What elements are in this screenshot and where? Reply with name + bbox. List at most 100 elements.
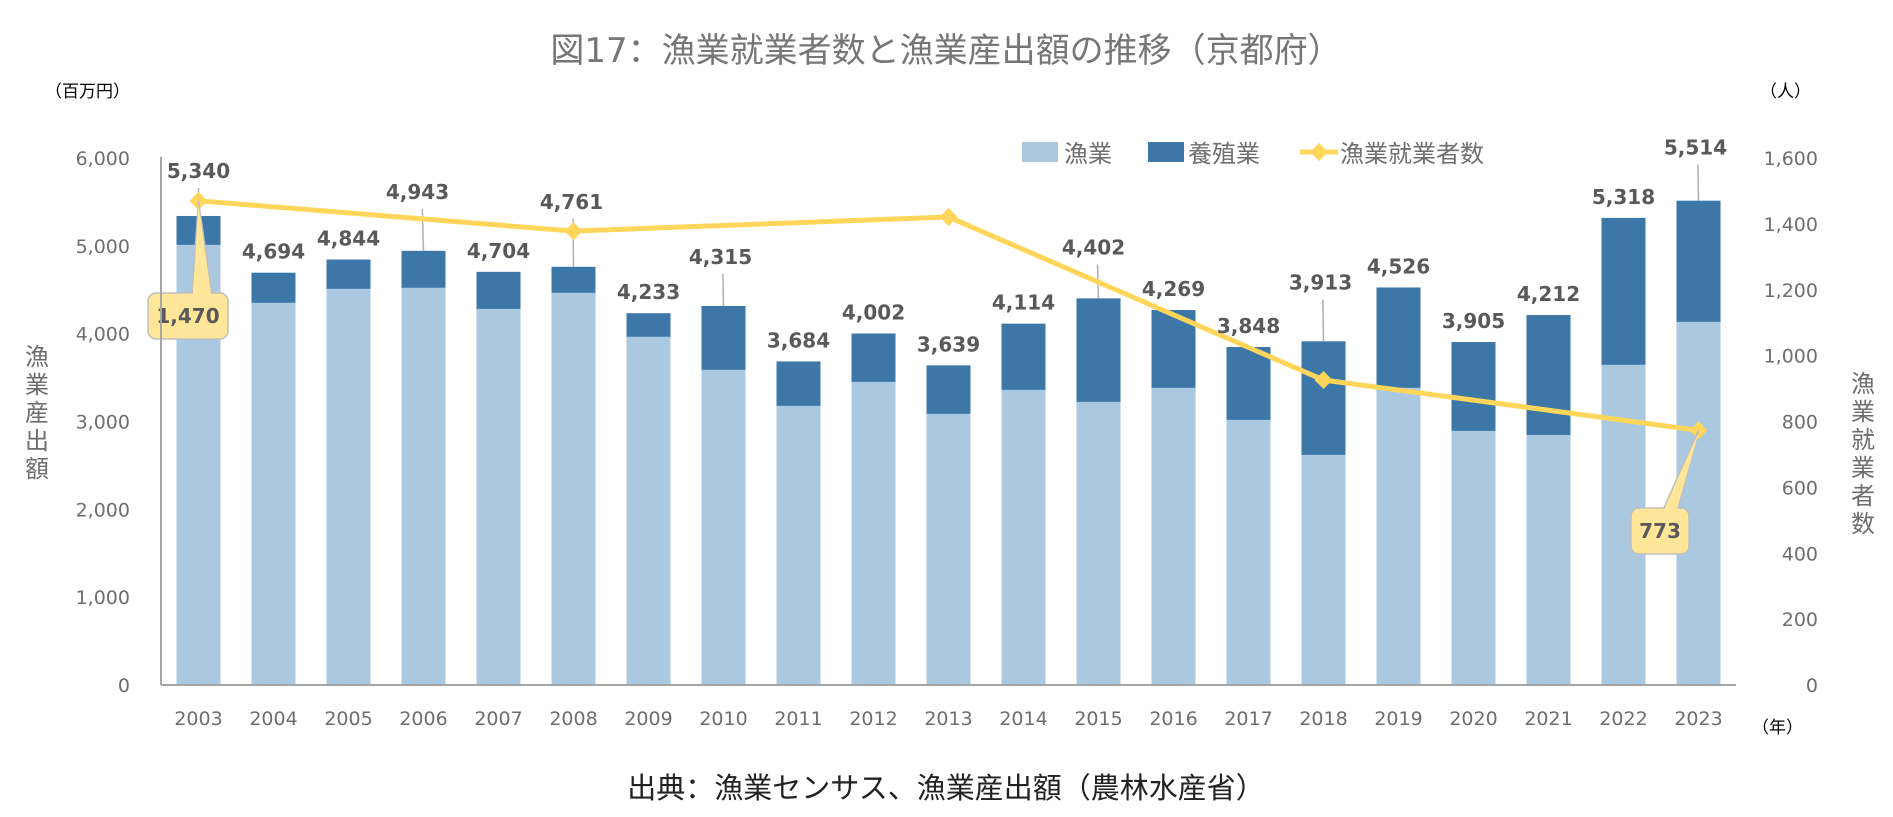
- right-tick-label: 1,600: [1764, 148, 1818, 170]
- axis-title-char: 者: [1851, 482, 1875, 510]
- bar-yoshoku-2013: [926, 365, 971, 414]
- x-tick-label: 2014: [999, 708, 1047, 730]
- right-tick-label: 600: [1782, 477, 1818, 499]
- bar-yoshoku-2005: [326, 259, 371, 289]
- total-label-2016: 4,269: [1142, 277, 1205, 301]
- x-tick-label: 2011: [774, 708, 822, 730]
- chart-title: 図17：漁業就業者数と漁業産出額の推移（京都府）: [550, 31, 1341, 71]
- bar-gyogyo-2014: [1001, 389, 1046, 685]
- bar-gyogyo-2017: [1226, 419, 1271, 685]
- x-tick-label: 2004: [249, 708, 297, 730]
- callout-pointer-fill: [193, 203, 211, 296]
- total-label-2015: 4,402: [1062, 235, 1125, 259]
- bar-gyogyo-2004: [251, 302, 296, 685]
- axis-title-char: 漁: [25, 343, 49, 371]
- callout-label: 773: [1639, 519, 1681, 543]
- source-note: 出典：漁業センサス、漁業産出額（農林水産省）: [627, 771, 1264, 805]
- bar-yoshoku-2014: [1001, 323, 1046, 390]
- x-tick-label: 2022: [1599, 708, 1647, 730]
- right-tick-label: 800: [1782, 412, 1818, 434]
- total-label-2021: 4,212: [1517, 282, 1580, 306]
- axis-title-char: 就: [1851, 426, 1875, 454]
- bar-gyogyo-2020: [1451, 430, 1496, 685]
- bar-gyogyo-2011: [776, 405, 821, 685]
- bar-yoshoku-2020: [1451, 342, 1496, 431]
- bar-yoshoku-2011: [776, 361, 821, 406]
- axis-title-char: 出: [25, 427, 49, 455]
- callout-label: 1,470: [156, 304, 219, 328]
- x-tick-label: 2015: [1074, 708, 1122, 730]
- bar-gyogyo-2015: [1076, 401, 1121, 685]
- x-tick-label: 2016: [1149, 708, 1197, 730]
- total-label-2003: 5,340: [167, 159, 230, 183]
- total-label-2007: 4,704: [467, 239, 530, 263]
- total-label-2014: 4,114: [992, 291, 1055, 315]
- bar-gyogyo-2008: [551, 292, 596, 685]
- bar-yoshoku-2007: [476, 271, 521, 309]
- total-label-2011: 3,684: [767, 328, 830, 352]
- total-label-2019: 4,526: [1367, 254, 1430, 278]
- bar-yoshoku-2015: [1076, 298, 1121, 402]
- bar-yoshoku-2008: [551, 266, 596, 293]
- x-tick-label: 2010: [699, 708, 747, 730]
- total-label-2018: 3,913: [1289, 270, 1352, 294]
- total-label-2017: 3,848: [1217, 314, 1280, 338]
- bar-yoshoku-2004: [251, 272, 296, 303]
- legend-label-yoshoku: 養殖業: [1188, 140, 1260, 168]
- axis-title-char: 額: [25, 455, 49, 483]
- left-axis-unit: （百万円）: [45, 82, 130, 102]
- total-label-2008: 4,761: [540, 190, 603, 214]
- left-axis-title: 漁業産出額: [25, 343, 49, 483]
- callout-box: [1630, 507, 1690, 555]
- bar-gyogyo-2018: [1301, 454, 1346, 685]
- legend: 漁業 養殖業 漁業就業者数: [1022, 140, 1484, 168]
- right-tick-label: 0: [1806, 675, 1818, 697]
- x-tick-label: 2018: [1299, 708, 1347, 730]
- total-label-2022: 5,318: [1592, 185, 1655, 209]
- axis-title-char: 業: [1851, 454, 1875, 482]
- axis-title-char: 数: [1851, 510, 1875, 538]
- legend-swatch-gyogyo: [1022, 142, 1058, 162]
- total-label-2009: 4,233: [617, 280, 680, 304]
- bar-yoshoku-2012: [851, 333, 896, 382]
- total-label-2010: 4,315: [689, 245, 752, 269]
- left-tick-label: 3,000: [76, 412, 130, 434]
- total-label-2023: 5,514: [1664, 136, 1727, 160]
- total-label-2013: 3,639: [917, 332, 980, 356]
- left-tick-label: 4,000: [76, 324, 130, 346]
- legend-swatch-yoshoku: [1148, 142, 1184, 162]
- callout-2023: 773: [1630, 430, 1700, 555]
- x-tick-label: 2006: [399, 708, 447, 730]
- bar-yoshoku-2023: [1676, 200, 1721, 322]
- callout-box: [147, 292, 229, 340]
- bar-yoshoku-2021: [1526, 315, 1571, 435]
- x-tick-label: 2019: [1374, 708, 1422, 730]
- bars: [176, 200, 1721, 685]
- bar-gyogyo-2009: [626, 336, 671, 685]
- bar-gyogyo-2007: [476, 308, 521, 685]
- axis-title-char: 産: [25, 399, 49, 427]
- bar-yoshoku-2019: [1376, 287, 1421, 388]
- bar-gyogyo-2021: [1526, 434, 1571, 685]
- left-tick-label: 2,000: [76, 499, 130, 521]
- x-axis-unit: （年）: [1752, 718, 1803, 738]
- callouts: 1,470 773: [147, 200, 1700, 555]
- total-label-2006: 4,943: [386, 180, 449, 204]
- callout-pointer-fill: [1663, 433, 1699, 511]
- employee-marker-2018: [1314, 370, 1333, 389]
- right-axis-ticks: 0 200 400 600 800 1,000 1,200 1,400 1,600: [1764, 148, 1818, 697]
- callout-2003: 1,470: [147, 200, 229, 340]
- leader-line: [421, 208, 425, 251]
- x-tick-label: 2007: [474, 708, 522, 730]
- x-tick-label: 2003: [174, 708, 222, 730]
- x-tick-label: 2020: [1449, 708, 1497, 730]
- total-label-2020: 3,905: [1442, 309, 1505, 333]
- x-tick-label: 2017: [1224, 708, 1272, 730]
- leader-line: [1322, 299, 1325, 342]
- x-tick-label: 2008: [549, 708, 597, 730]
- bar-yoshoku-2009: [626, 313, 671, 337]
- leader-line: [1697, 164, 1700, 201]
- x-axis-ticks: 2003 2004 2005 2006 2007 2008 2009 2010 2011 2012…: [174, 708, 1722, 730]
- right-tick-label: 200: [1782, 609, 1818, 631]
